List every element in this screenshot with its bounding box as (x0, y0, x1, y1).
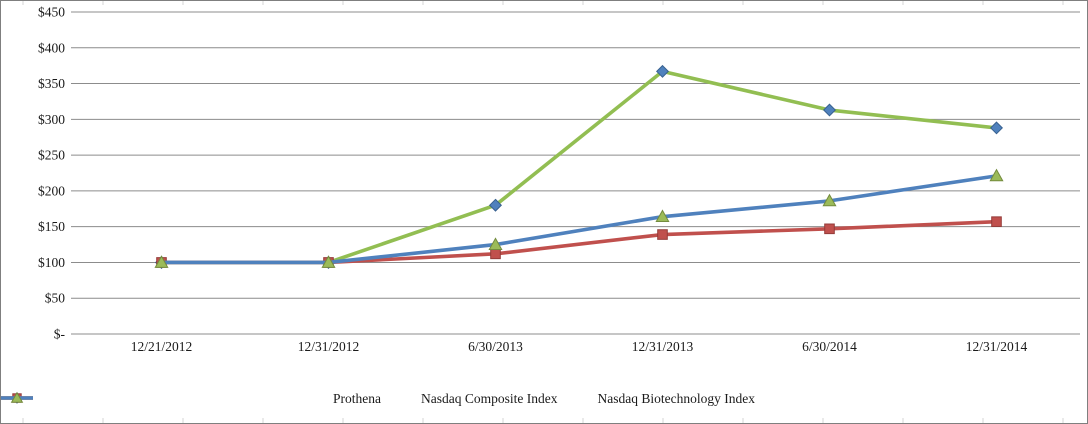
series-prothena (154, 64, 1004, 269)
legend-item-nasdaq-biotechnology-index: Nasdaq Biotechnology Index (1, 391, 755, 407)
square-marker (490, 248, 501, 260)
triangle-marker (822, 193, 837, 207)
diamond-marker (989, 121, 1004, 135)
x-axis-label: 12/31/2013 (632, 339, 694, 354)
edge-ticks (22, 1, 1064, 423)
x-axis-label: 6/30/2013 (468, 339, 523, 354)
y-axis-label: $- (54, 327, 66, 342)
y-axis-label: $250 (38, 148, 65, 163)
y-axis-label: $150 (38, 219, 65, 234)
y-axis-label: $350 (38, 76, 65, 91)
chart-legend: Prothena Nasdaq Composite Index Nasdaq Bio… (1, 391, 1087, 407)
diamond-marker (488, 198, 503, 212)
x-axis-label: 12/31/2012 (298, 339, 360, 354)
square-marker (657, 229, 668, 240)
y-axis-label: $200 (38, 183, 65, 198)
y-axis-label: $400 (38, 40, 65, 55)
triangle-marker-icon (10, 391, 24, 403)
triangle-marker (989, 168, 1004, 182)
series-line (159, 174, 999, 265)
diamond-marker (822, 103, 837, 117)
series-nasdaq-biotechnology-index (154, 168, 1004, 268)
square-marker (824, 223, 835, 235)
square-marker (991, 216, 1002, 227)
legend-label: Nasdaq Biotechnology Index (597, 391, 755, 406)
legend-label: Prothena (333, 391, 382, 406)
x-axis-label: 12/21/2012 (131, 339, 193, 354)
legend-label: Nasdaq Composite Index (421, 391, 558, 406)
triangle-marker (655, 209, 670, 223)
y-axis-labels: $450 $400 $350 $300 $250 $200 $150 $100 $50 $- (38, 5, 66, 342)
y-axis-label: $50 (45, 291, 66, 306)
legend-item-prothena: Prothena (1, 391, 382, 407)
series-nasdaq-composite-index (156, 216, 1002, 268)
series-line (159, 69, 999, 265)
triangle-marker (321, 255, 336, 268)
y-axis-label: $450 (38, 5, 65, 20)
legend-item-nasdaq-composite-index: Nasdaq Composite Index (1, 391, 558, 407)
x-axis-labels: 12/21/2012 12/31/2012 6/30/2013 12/31/2013 6… (131, 339, 1028, 354)
triangle-marker (488, 237, 503, 250)
triangle-marker (154, 255, 169, 268)
y-axis-label: $300 (38, 112, 65, 127)
y-axis-label: $100 (38, 255, 65, 270)
series-line (159, 219, 999, 265)
diamond-marker (655, 64, 670, 78)
legend-swatch-triangle-icon (1, 391, 33, 403)
x-axis-label: 6/30/2014 (802, 339, 857, 354)
x-axis-label: 12/31/2014 (966, 339, 1028, 354)
gridlines (71, 11, 1080, 335)
